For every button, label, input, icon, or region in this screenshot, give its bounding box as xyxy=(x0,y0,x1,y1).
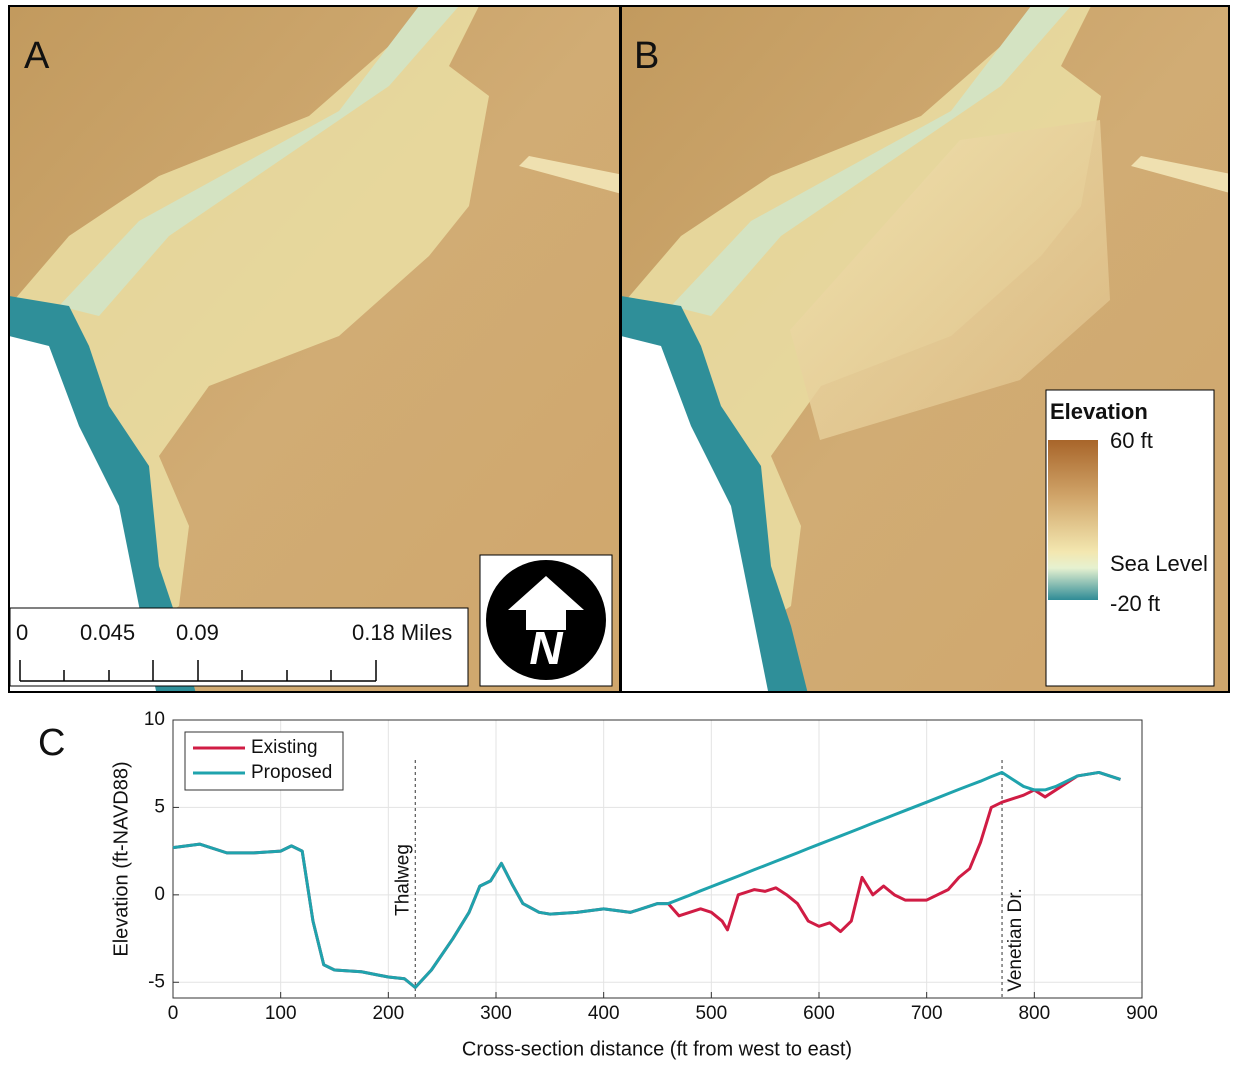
elevation-legend: Elevation 60 ft Sea Level -20 ft xyxy=(1045,389,1215,687)
x-tick-label: 500 xyxy=(695,1003,727,1024)
scale-bar: 0 0.045 0.09 0.18 Miles xyxy=(9,607,469,687)
legend-label: 60 ft xyxy=(1110,428,1153,453)
x-axis-label: Cross-section distance (ft from west to … xyxy=(462,1038,852,1060)
x-tick-label: 600 xyxy=(803,1003,835,1024)
north-label: N xyxy=(529,622,563,674)
data-line xyxy=(172,770,1121,990)
annotation-label: Thalweg xyxy=(392,844,413,916)
y-tick-label: 10 xyxy=(144,709,165,730)
y-tick-label: -5 xyxy=(148,971,165,992)
legend-title: Elevation xyxy=(1050,399,1148,424)
x-tick-label: 0 xyxy=(168,1003,179,1024)
legend-label: -20 ft xyxy=(1110,591,1160,616)
scale-label: 0 xyxy=(16,620,28,645)
x-tick-label: 800 xyxy=(1018,1003,1050,1024)
x-tick-label: 200 xyxy=(372,1003,404,1024)
axes-frame xyxy=(172,719,1143,999)
x-tick-label: 900 xyxy=(1126,1003,1158,1024)
annotation-label: Venetian Dr. xyxy=(1005,888,1026,992)
x-tick-label: 400 xyxy=(588,1003,620,1024)
north-arrow: N xyxy=(479,554,613,687)
map-b xyxy=(621,6,1229,692)
scale-label: 0.18 Miles xyxy=(352,620,452,645)
panel-label: A xyxy=(24,35,50,77)
scale-label: 0.045 xyxy=(80,620,135,645)
x-tick-label: 300 xyxy=(480,1003,512,1024)
legend-box xyxy=(184,731,344,791)
legend-label: Sea Level xyxy=(1110,551,1208,576)
scale-label: 0.09 xyxy=(176,620,219,645)
legend-label: Proposed xyxy=(251,762,332,783)
plot: 0 100 200 300 400 500 600 700 800 900-50510Thalwe… xyxy=(144,709,1158,1024)
panel-label: C xyxy=(38,722,65,764)
x-tick-label: 700 xyxy=(911,1003,943,1024)
y-tick-label: 0 xyxy=(154,884,165,905)
y-axis-label: Elevation (ft-NAVD88) xyxy=(110,761,132,956)
panel-frame xyxy=(620,5,1230,693)
y-tick-label: 5 xyxy=(154,796,165,817)
x-tick-label: 100 xyxy=(265,1003,297,1024)
panel-label: B xyxy=(634,35,659,77)
legend-label: Existing xyxy=(251,737,318,758)
